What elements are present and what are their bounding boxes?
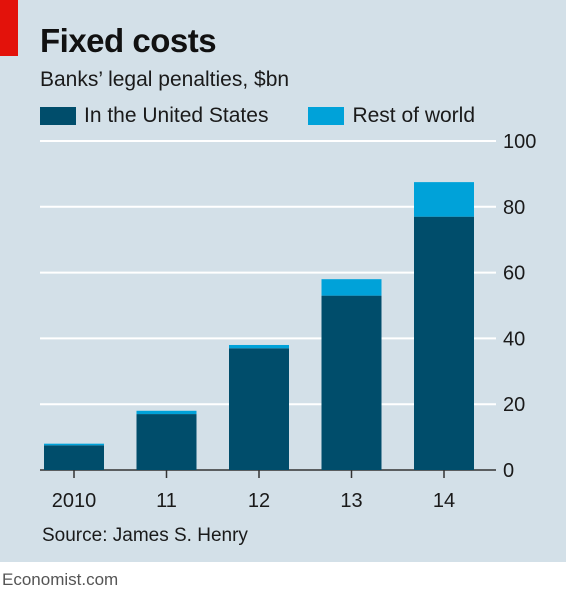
bar-segment-rest-of-world: [229, 344, 289, 349]
chart-subtitle: Banks’ legal penalties, $bn: [40, 68, 290, 91]
legend-swatch-rest-of-world: [308, 107, 345, 125]
bar-segment-us: [229, 348, 289, 470]
legend-item-rest-of-world: Rest of world: [308, 104, 475, 128]
y-tick-label: 0: [503, 460, 514, 482]
bar-segment-us: [414, 216, 474, 470]
y-tick-label: 100: [503, 131, 536, 153]
bar-segment-rest-of-world: [321, 279, 382, 296]
brand-footer: Economist.com: [2, 570, 119, 589]
chart-title: Fixed costs: [40, 22, 217, 59]
bar-segment-us: [136, 414, 197, 470]
x-tick-label: 11: [156, 490, 177, 512]
legend: In the United States Rest of world: [40, 104, 515, 128]
y-tick-label: 80: [503, 197, 525, 219]
x-tick-label: 13: [340, 490, 362, 512]
source-note: Source: James S. Henry: [42, 525, 248, 546]
y-tick-label: 40: [503, 328, 525, 350]
bar-segment-us: [44, 445, 104, 470]
bar-segment-rest-of-world: [136, 410, 197, 415]
bar-segment-rest-of-world: [414, 182, 474, 217]
y-tick-label: 60: [503, 263, 525, 285]
x-tick-label: 2010: [52, 490, 97, 512]
bar-segment-us: [321, 295, 382, 470]
bar-segment-rest-of-world: [44, 443, 104, 446]
legend-swatch-us: [40, 107, 76, 125]
legend-label-us: In the United States: [84, 104, 269, 127]
x-tick-label: 12: [248, 490, 270, 512]
y-tick-label: 20: [503, 394, 525, 416]
x-tick-label: 14: [433, 490, 455, 512]
brand-red-tag: [0, 0, 18, 56]
legend-label-rest-of-world: Rest of world: [352, 104, 475, 127]
legend-item-us: In the United States: [40, 104, 268, 128]
